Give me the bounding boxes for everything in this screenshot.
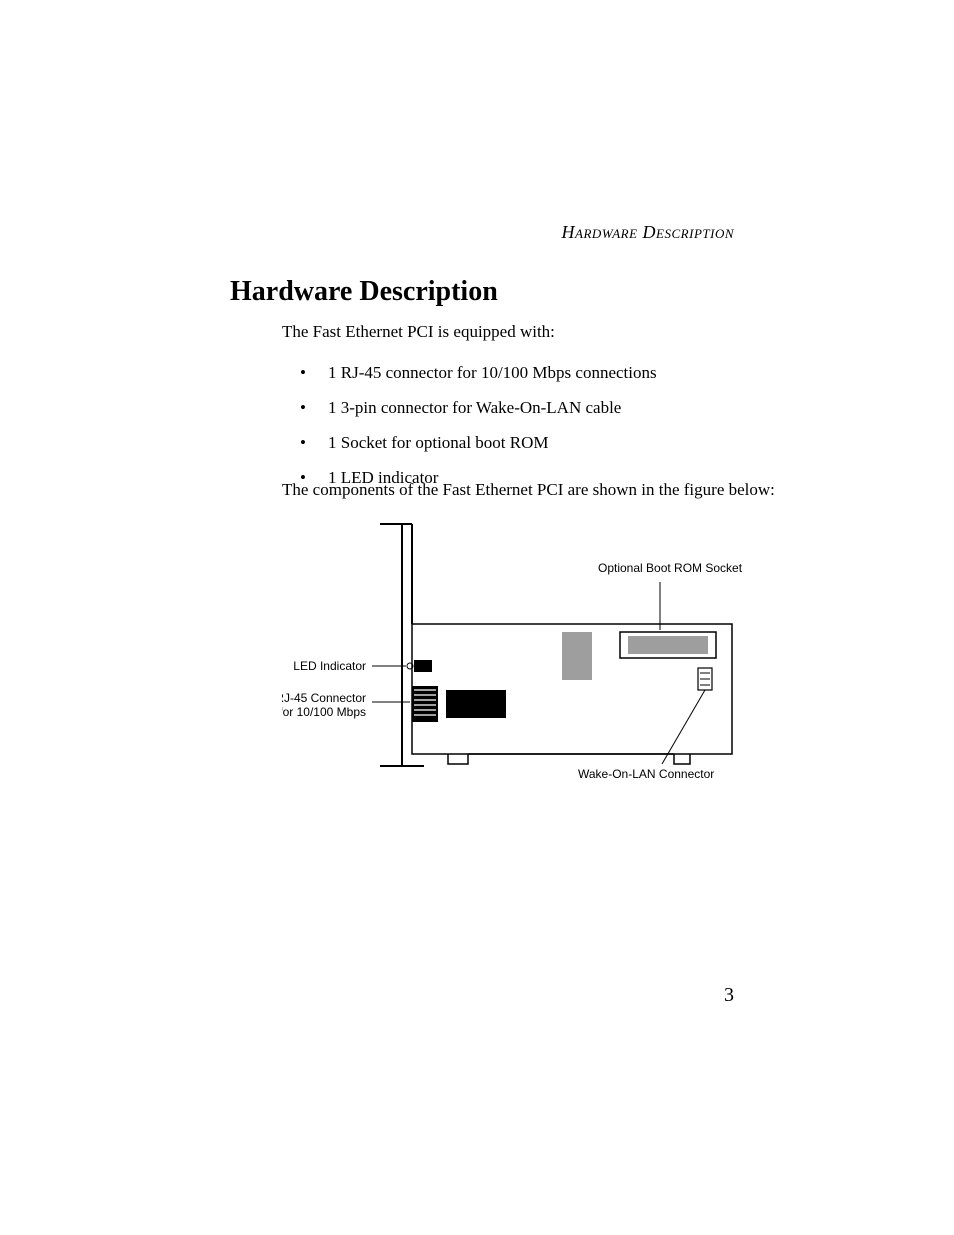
rj45-icon [412,686,506,722]
page-title: Hardware Description [230,276,498,308]
label-boot-rom: Optional Boot ROM Socket [598,561,742,575]
led-icon [407,660,432,672]
boot-rom-socket-icon [620,632,716,658]
label-led: LED Indicator [293,659,366,673]
edge-connector-icon [448,754,690,764]
list-item: 1 3-pin connector for Wake-On-LAN cable [282,397,657,420]
list-item: 1 Socket for optional boot ROM [282,432,657,455]
chip-icon [562,632,592,680]
intro-paragraph: The Fast Ethernet PCI is equipped with: [282,322,555,342]
outro-paragraph: The components of the Fast Ethernet PCI … [282,480,775,500]
callout-line [662,690,705,764]
feature-list: 1 RJ-45 connector for 10/100 Mbps connec… [282,350,657,502]
hardware-diagram: Optional Boot ROM Socket Wake-On-LAN Con… [282,516,742,796]
list-item: 1 RJ-45 connector for 10/100 Mbps connec… [282,362,657,385]
wol-connector-icon [698,668,712,690]
label-rj45-line1: RJ-45 Connector [282,691,366,705]
page-number: 3 [724,984,734,1007]
running-header: Hardware Description [562,222,734,243]
bracket-icon [380,524,424,766]
label-wol: Wake-On-LAN Connector [578,767,714,781]
label-rj45-line2: for 10/100 Mbps [282,705,366,719]
